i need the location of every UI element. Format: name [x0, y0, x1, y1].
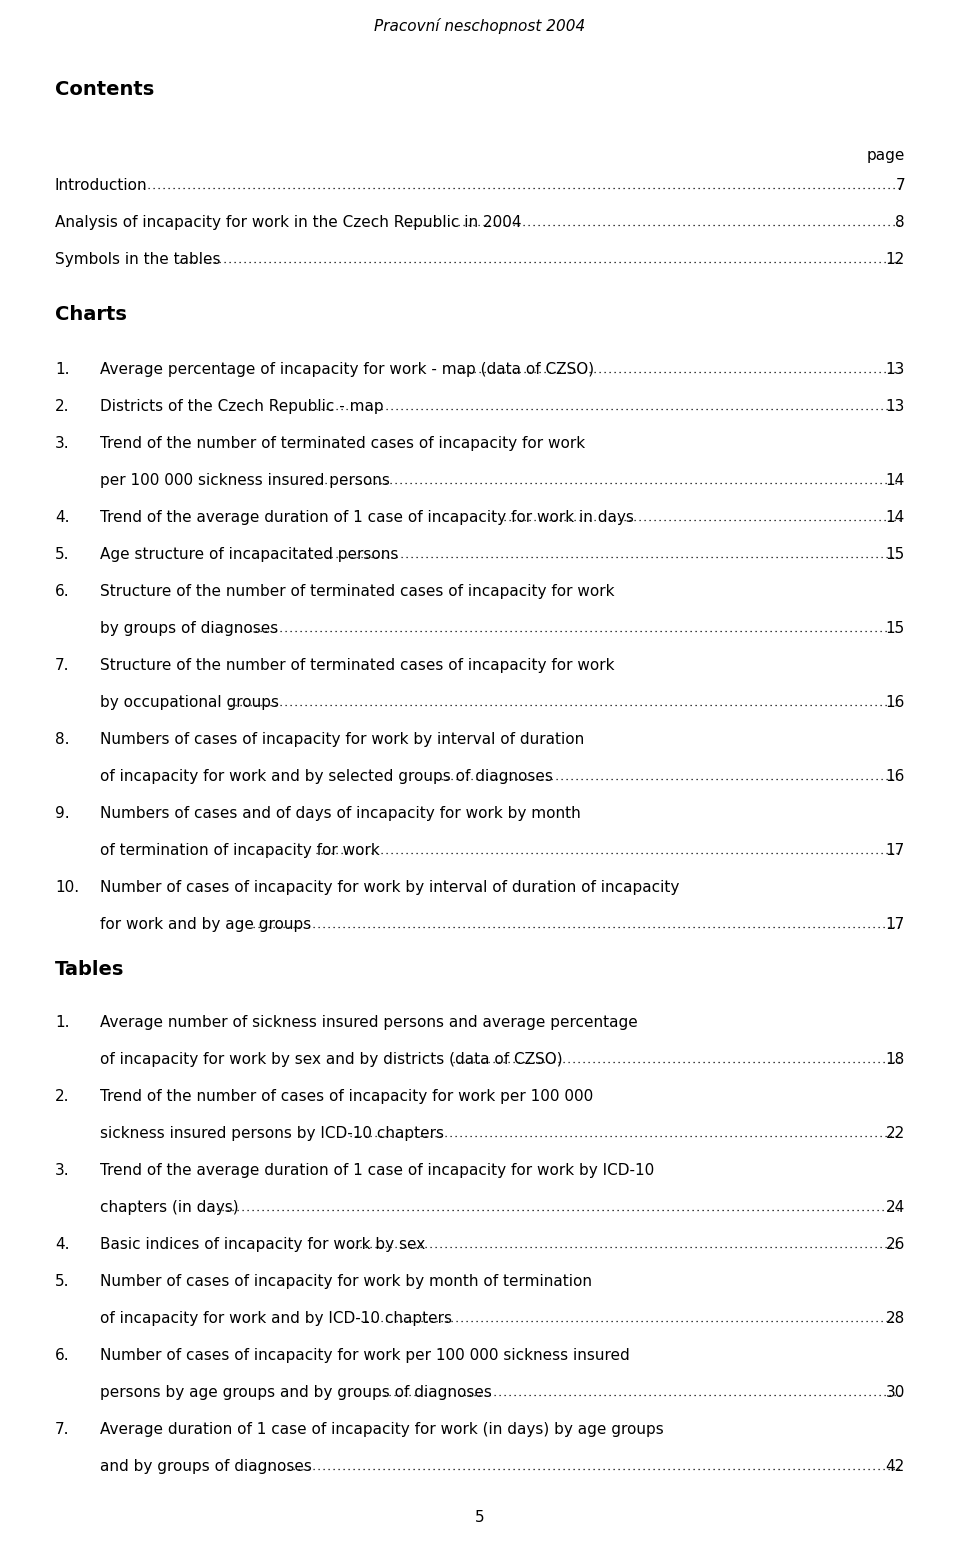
Text: 18: 18 [886, 1051, 905, 1067]
Text: 8.: 8. [55, 731, 69, 747]
Text: Pracovní neschopnost 2004: Pracovní neschopnost 2004 [374, 19, 586, 34]
Text: 5.: 5. [55, 1273, 69, 1289]
Text: for work and by age groups: for work and by age groups [100, 916, 311, 932]
Text: 24: 24 [886, 1200, 905, 1214]
Text: Trend of the number of cases of incapacity for work per 100 000: Trend of the number of cases of incapaci… [100, 1089, 593, 1104]
Text: 1.: 1. [55, 1016, 69, 1030]
Text: 2.: 2. [55, 1089, 69, 1104]
Text: 15: 15 [886, 547, 905, 562]
Text: Average number of sickness insured persons and average percentage: Average number of sickness insured perso… [100, 1016, 637, 1030]
Text: 4.: 4. [55, 1238, 69, 1252]
Text: of incapacity for work and by ICD-10 chapters: of incapacity for work and by ICD-10 cha… [100, 1311, 452, 1326]
Text: of termination of incapacity for work: of termination of incapacity for work [100, 843, 380, 857]
Text: Structure of the number of terminated cases of incapacity for work: Structure of the number of terminated ca… [100, 584, 614, 599]
Text: 3.: 3. [55, 436, 70, 450]
Text: 6.: 6. [55, 1348, 70, 1364]
Text: Basic indices of incapacity for work by sex: Basic indices of incapacity for work by … [100, 1238, 425, 1252]
Text: Age structure of incapacitated persons: Age structure of incapacitated persons [100, 547, 398, 562]
Text: 10.: 10. [55, 881, 79, 895]
Text: 7.: 7. [55, 658, 69, 672]
Text: 28: 28 [886, 1311, 905, 1326]
Text: 26: 26 [886, 1238, 905, 1252]
Text: 5: 5 [475, 1510, 485, 1525]
Text: 1.: 1. [55, 362, 69, 377]
Text: Number of cases of incapacity for work by interval of duration of incapacity: Number of cases of incapacity for work b… [100, 881, 680, 895]
Text: page: page [867, 148, 905, 163]
Text: sickness insured persons by ICD-10 chapters: sickness insured persons by ICD-10 chapt… [100, 1126, 444, 1141]
Text: Structure of the number of terminated cases of incapacity for work: Structure of the number of terminated ca… [100, 658, 614, 672]
Text: 4.: 4. [55, 509, 69, 525]
Text: Numbers of cases and of days of incapacity for work by month: Numbers of cases and of days of incapaci… [100, 806, 581, 822]
Text: 15: 15 [886, 621, 905, 637]
Text: of incapacity for work by sex and by districts (data of CZSO): of incapacity for work by sex and by dis… [100, 1051, 563, 1067]
Text: Average percentage of incapacity for work - map (data of CZSO): Average percentage of incapacity for wor… [100, 362, 594, 377]
Text: 42: 42 [886, 1458, 905, 1474]
Text: Tables: Tables [55, 960, 125, 978]
Text: 22: 22 [886, 1126, 905, 1141]
Text: 13: 13 [886, 362, 905, 377]
Text: Symbols in the tables: Symbols in the tables [55, 252, 221, 267]
Text: 9.: 9. [55, 806, 70, 822]
Text: Contents: Contents [55, 81, 155, 99]
Text: 16: 16 [886, 769, 905, 784]
Text: of incapacity for work and by selected groups of diagnoses: of incapacity for work and by selected g… [100, 769, 553, 784]
Text: Trend of the average duration of 1 case of incapacity for work in days: Trend of the average duration of 1 case … [100, 509, 634, 525]
Text: 8: 8 [896, 214, 905, 230]
Text: 17: 17 [886, 843, 905, 857]
Text: and by groups of diagnoses: and by groups of diagnoses [100, 1458, 312, 1474]
Text: Charts: Charts [55, 304, 127, 325]
Text: 2.: 2. [55, 399, 69, 415]
Text: 7: 7 [896, 179, 905, 193]
Text: chapters (in days): chapters (in days) [100, 1200, 239, 1214]
Text: 17: 17 [886, 916, 905, 932]
Text: per 100 000 sickness insured persons: per 100 000 sickness insured persons [100, 474, 390, 488]
Text: persons by age groups and by groups of diagnoses: persons by age groups and by groups of d… [100, 1385, 492, 1399]
Text: 30: 30 [886, 1385, 905, 1399]
Text: 14: 14 [886, 509, 905, 525]
Text: Numbers of cases of incapacity for work by interval of duration: Numbers of cases of incapacity for work … [100, 731, 585, 747]
Text: Number of cases of incapacity for work by month of termination: Number of cases of incapacity for work b… [100, 1273, 592, 1289]
Text: Analysis of incapacity for work in the Czech Republic in 2004: Analysis of incapacity for work in the C… [55, 214, 521, 230]
Text: 6.: 6. [55, 584, 70, 599]
Text: Introduction: Introduction [55, 179, 148, 193]
Text: Trend of the number of terminated cases of incapacity for work: Trend of the number of terminated cases … [100, 436, 586, 450]
Text: 5.: 5. [55, 547, 69, 562]
Text: Trend of the average duration of 1 case of incapacity for work by ICD-10: Trend of the average duration of 1 case … [100, 1163, 655, 1179]
Text: 14: 14 [886, 474, 905, 488]
Text: 7.: 7. [55, 1423, 69, 1437]
Text: 12: 12 [886, 252, 905, 267]
Text: Number of cases of incapacity for work per 100 000 sickness insured: Number of cases of incapacity for work p… [100, 1348, 630, 1364]
Text: Districts of the Czech Republic - map: Districts of the Czech Republic - map [100, 399, 384, 415]
Text: by groups of diagnoses: by groups of diagnoses [100, 621, 278, 637]
Text: 3.: 3. [55, 1163, 70, 1179]
Text: 16: 16 [886, 696, 905, 710]
Text: 13: 13 [886, 399, 905, 415]
Text: by occupational groups: by occupational groups [100, 696, 279, 710]
Text: Average duration of 1 case of incapacity for work (in days) by age groups: Average duration of 1 case of incapacity… [100, 1423, 663, 1437]
